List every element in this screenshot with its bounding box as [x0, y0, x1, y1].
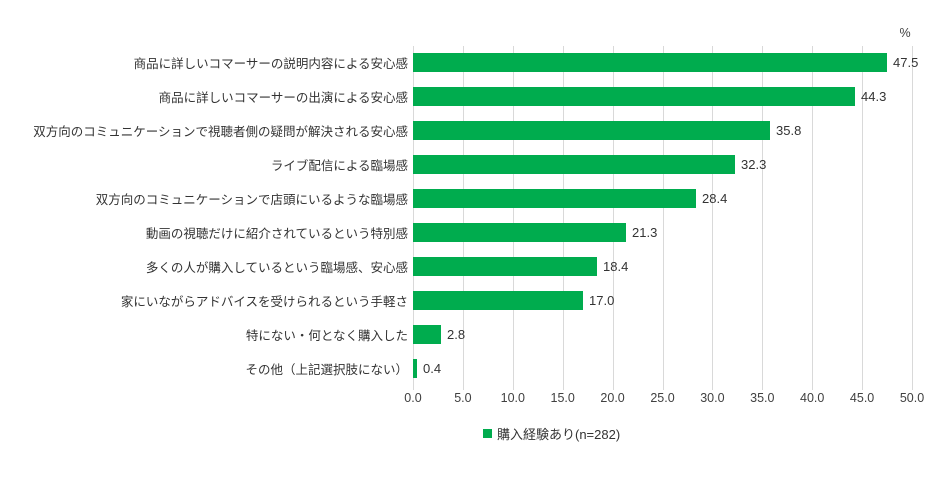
- bar: [413, 189, 696, 209]
- bar: [413, 53, 887, 73]
- value-label: 28.4: [702, 191, 728, 207]
- axis-tick: [712, 385, 714, 390]
- gridline: [413, 46, 414, 385]
- category-label: 特にない・何となく購入した: [245, 328, 408, 343]
- x-tick-label: 20.0: [600, 391, 625, 405]
- value-label: 47.5: [893, 55, 919, 71]
- bar: [413, 121, 770, 141]
- gridline: [662, 46, 664, 385]
- category-label: 動画の視聴だけに紹介されているという特別感: [145, 226, 408, 241]
- value-label: 21.3: [632, 224, 658, 240]
- x-tick-label: 40.0: [800, 391, 825, 405]
- value-axis: 0.0 5.0 10.0 15.0 20.0 25.0 30.0 35.0 40.0 45.0 50…: [404, 391, 924, 407]
- category-label: 双方向のコミュニケーションで視聴者側の疑問が解決される安心感: [33, 125, 408, 140]
- gridline: [462, 46, 464, 385]
- bar: [413, 155, 735, 175]
- x-tick-label: 0.0: [404, 391, 422, 405]
- value-label: 18.4: [603, 258, 629, 274]
- gridline: [912, 46, 913, 385]
- legend-swatch-icon: [483, 429, 492, 438]
- axis-tick: [912, 385, 913, 390]
- gridline: [562, 46, 564, 385]
- axis-tick: [662, 385, 664, 390]
- plot-area: 47.5 44.3 35.8 32.3 28.4 21.3 18.4 17.0 2.8 0.4: [413, 46, 918, 390]
- category-axis: 商品に詳しいコマーサーの説明内容による安心感商品に詳しいコマーサーの出演による安…: [0, 46, 408, 385]
- category-label: その他（上記選択肢にない）: [245, 362, 408, 377]
- category-label: 多くの人が購入しているという臨場感、安心感: [145, 260, 408, 275]
- gridline: [512, 46, 514, 385]
- gridline: [762, 46, 764, 385]
- x-tick-label: 35.0: [750, 391, 775, 405]
- value-label: 44.3: [861, 89, 887, 105]
- gridline: [712, 46, 714, 385]
- bar: [413, 358, 417, 378]
- legend-series-label: 購入経験あり(n=282): [497, 427, 621, 442]
- gridline: [862, 46, 864, 385]
- bar: [413, 222, 626, 242]
- x-tick-label: 5.0: [454, 391, 472, 405]
- category-label: 商品に詳しいコマーサーの説明内容による安心感: [133, 57, 408, 72]
- bar: [413, 256, 597, 276]
- gridline: [612, 46, 614, 385]
- bar: [413, 324, 441, 344]
- x-tick-label: 10.0: [500, 391, 525, 405]
- value-label: 2.8: [447, 326, 466, 342]
- x-tick-label: 15.0: [550, 391, 575, 405]
- value-label: 32.3: [741, 157, 767, 173]
- axis-tick: [462, 385, 464, 390]
- axis-tick: [512, 385, 514, 390]
- legend: 購入経験あり(n=282): [483, 424, 620, 443]
- bar: [413, 290, 583, 310]
- axis-unit-label: %: [899, 26, 911, 40]
- axis-tick: [413, 385, 414, 390]
- category-label: ライブ配信による臨場感: [270, 159, 408, 174]
- value-label: 0.4: [423, 360, 442, 376]
- gridline: [812, 46, 814, 385]
- category-label: 家にいながらアドバイスを受けられるという手軽さ: [120, 294, 408, 309]
- category-label: 商品に詳しいコマーサーの出演による安心感: [158, 91, 408, 106]
- axis-tick: [612, 385, 614, 390]
- value-label: 35.8: [776, 123, 802, 139]
- x-tick-label: 45.0: [849, 391, 875, 405]
- axis-tick: [762, 385, 764, 390]
- axis-tick: [862, 385, 864, 390]
- value-label: 17.0: [589, 292, 615, 308]
- x-tick-label: 50.0: [899, 391, 925, 405]
- x-tick-label: 30.0: [700, 391, 725, 405]
- x-tick-label: 25.0: [650, 391, 675, 405]
- axis-tick: [812, 385, 814, 390]
- bar: [413, 87, 855, 107]
- axis-tick: [562, 385, 564, 390]
- category-label: 双方向のコミュニケーションで店頭にいるような臨場感: [95, 193, 408, 208]
